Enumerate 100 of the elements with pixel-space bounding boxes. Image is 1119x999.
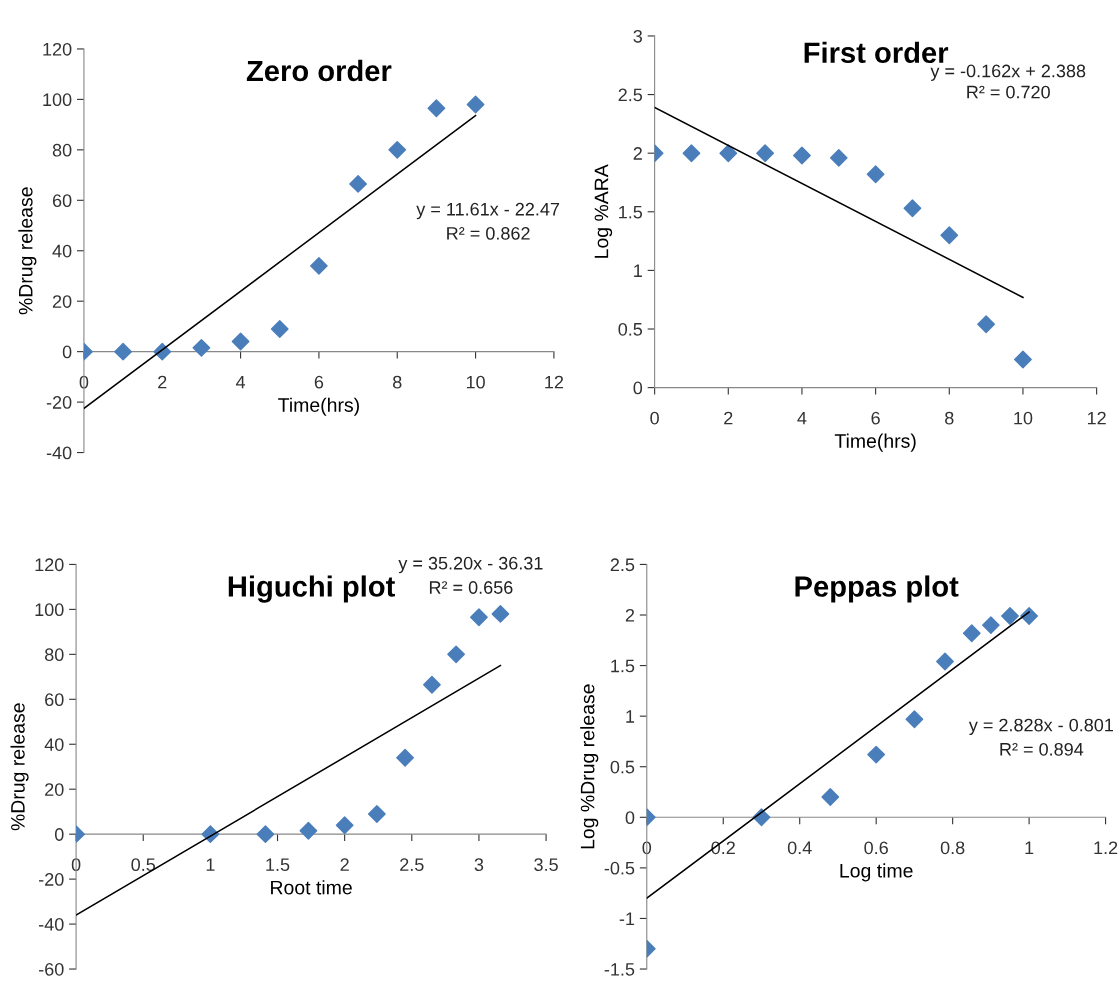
y-tick-label: 60 [45,693,64,707]
y-tick-label: 80 [52,143,72,157]
x-tick-label: 0 [71,858,81,872]
y-tick-label: 1.5 [611,659,635,673]
x-tick-label: 1.2 [1094,841,1118,854]
x-tick-label: 6 [871,411,880,425]
annotation: y = 11.61x - 22.47 [416,202,560,220]
y-tick-label: -60 [38,962,64,976]
x-tick-label: 0.8 [940,841,965,855]
x-tick-label: 4 [797,411,807,425]
point [427,99,446,118]
y-tick-label: 2.5 [610,558,635,572]
x-tick-label: 12 [545,375,564,389]
y-axis-title: %Drug release [10,703,29,831]
point [981,616,1000,635]
y-tick-label: 0.5 [610,760,635,774]
x-tick-label: 3 [474,858,484,872]
annotation: R² = 0.862 [447,227,530,240]
x-tick-label: 1 [206,858,215,871]
annotation: R² = 0.720 [967,85,1050,99]
y-axis-title: %Drug release [18,187,37,315]
chart-title: First order [804,41,949,64]
point [977,315,996,334]
point [114,342,133,361]
x-tick-label: 3.5 [534,858,558,872]
y-tick-label: 3 [633,29,643,43]
y-tick-label: 80 [44,648,64,662]
y-tick-label: 100 [43,93,72,107]
point [682,144,701,163]
point [1014,350,1032,369]
point [1001,607,1019,625]
x-tick-label: 2 [340,858,349,871]
point [299,821,318,840]
point [962,624,981,643]
point [367,805,386,823]
x-tick-label: 8 [393,375,402,389]
x-tick-label: 12 [1087,411,1106,425]
point [349,174,367,193]
y-tick-label: 1.5 [619,205,643,219]
y-tick-label: 2 [633,147,642,160]
x-tick-label: 0.5 [131,858,156,872]
y-tick-label: 2.5 [618,88,643,102]
chart-title: Zero order [246,59,392,82]
y-tick-label: 1 [634,264,642,277]
point [756,144,775,163]
point [821,788,840,806]
chart-title: Peppas plot [795,575,959,603]
annotation: y = 2.828x - 0.801 [968,718,1113,736]
point [388,140,407,159]
x-axis-title: Time(hrs) [834,433,916,452]
point [192,338,211,357]
x-tick-label: 0.4 [787,841,812,855]
y-tick-label: -1 [619,912,635,925]
x-tick-label: 0.6 [864,841,888,855]
y-tick-label: 120 [35,558,64,572]
point [867,745,886,764]
y-tick-label: 20 [45,783,64,796]
y-tick-label: 0 [54,828,64,841]
x-tick-label: 0 [642,841,652,855]
point [470,608,488,627]
y-tick-label: 0.5 [618,322,643,336]
point [396,748,414,767]
y-tick-label: 40 [44,738,64,751]
y-tick-label: -1.5 [604,963,635,976]
x-tick-label: 2 [158,375,167,389]
point [447,645,466,664]
y-tick-label: -20 [38,873,64,886]
x-tick-label: 4 [235,375,246,389]
point [466,95,485,114]
y-tick-label: 2 [625,608,635,622]
point [270,320,289,338]
y-axis-title: Log %ARA [594,164,613,258]
y-tick-label: 1 [626,710,635,723]
x-tick-label: 6 [314,375,324,389]
x-tick-label: 1.5 [266,858,290,872]
x-tick-label: 0 [650,411,659,425]
point [719,144,738,163]
point [936,652,954,671]
y-tick-label: 120 [43,42,72,56]
x-tick-label: 0 [79,375,89,389]
x-tick-label: 1 [1025,841,1034,854]
annotation: R² = 0.894 [1000,742,1084,756]
y-tick-label: 20 [52,295,72,308]
point [256,825,275,844]
y-tick-label: 0 [62,345,72,359]
point [940,226,959,245]
point [793,146,811,165]
y-tick-label: -0.5 [604,861,635,875]
x-axis-title: Log time [840,863,913,882]
y-tick-label: 40 [52,244,72,258]
y-axis-title: Log %Drug release [580,684,599,849]
chart-title: Higuchi plot [228,575,395,603]
x-axis-title: Root time [271,880,352,895]
y-tick-label: -40 [46,446,72,460]
point [866,165,885,184]
y-tick-label: -20 [46,396,72,409]
y-tick-label: 0 [625,811,635,825]
point [310,256,328,275]
x-tick-label: 2 [724,411,733,425]
x-tick-label: 10 [466,375,485,389]
